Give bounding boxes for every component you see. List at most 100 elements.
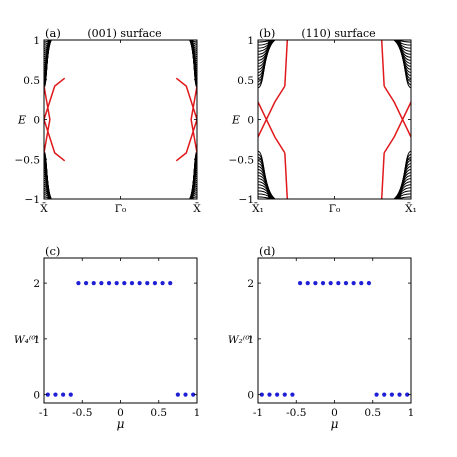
bulk-band-left-upper [44, 40, 51, 43]
bulk-band-right-lower [393, 190, 411, 199]
surface-state-right [380, 152, 385, 199]
bulk-band-right-upper [393, 40, 411, 49]
data-point [382, 392, 387, 397]
y-tick-label: 1 [33, 334, 40, 346]
bulk-band-right-lower [393, 184, 411, 199]
x-tick-label: -0.5 [286, 407, 306, 419]
y-tick-label: 0 [247, 115, 254, 127]
bulk-band-right-upper [189, 40, 197, 52]
y-tick-label: −1 [239, 194, 254, 206]
y-tick-label: 0.5 [237, 75, 254, 87]
axes-frame [257, 257, 412, 404]
data-point [183, 392, 188, 397]
data-point [106, 280, 112, 286]
panel-title: (001) surface [87, 27, 161, 40]
bulk-band-left-upper [258, 40, 276, 52]
data-point [99, 280, 104, 286]
bulk-band-right-upper [387, 36, 411, 38]
data-point [397, 392, 402, 397]
bulk-band-right-lower [395, 196, 411, 199]
panel-a: −1 −0.5 0 0.5 1 X̄ Γ̄₀ X̄ (a) (001) surface E [15, 26, 202, 215]
bulk-band-left-lower [44, 185, 52, 199]
axes-frame [43, 257, 198, 404]
surface-state-left [284, 40, 289, 87]
bulk-band-left-upper [258, 40, 274, 43]
y-tick-label: 1 [247, 35, 254, 47]
bulk-band-right-upper [393, 40, 411, 46]
panel-label: (c) [45, 244, 60, 258]
bulk-band-right-lower [190, 196, 197, 199]
bulk-band-left-upper [44, 40, 52, 47]
axes-frame [257, 39, 412, 200]
x-tick-label: 0.5 [364, 407, 381, 419]
bulk-band-left-lower [44, 192, 52, 199]
y-tick-label: −1 [25, 194, 40, 206]
data-point [282, 392, 287, 397]
y-tick-label: 1 [247, 334, 254, 346]
bulk-band-left-lower [258, 184, 276, 199]
bulk-band-right-upper [393, 40, 411, 55]
x-tick-label: Γ̄₀ [115, 203, 127, 215]
bulk-band-left-upper [258, 40, 276, 46]
data-point [275, 392, 280, 397]
x-tick-label: X̄ [40, 202, 48, 215]
data-point [160, 280, 165, 286]
data-point [137, 280, 142, 286]
y-axis-label: E [231, 114, 240, 127]
bulk-band-right-upper [189, 40, 197, 54]
bulk-band-right-upper [190, 40, 197, 43]
bulk-band-left-lower [44, 187, 52, 199]
data-point [389, 392, 394, 397]
x-tick-label: X̄₁ [405, 202, 417, 215]
data-point [114, 280, 119, 286]
x-tick-label: -0.5 [72, 407, 92, 419]
x-tick-label: -1 [253, 407, 263, 419]
data-point [351, 280, 356, 286]
y-tick-label: −0.5 [229, 154, 255, 166]
panel-c: 0 1 2 -1 -0.5 0 0.5 1 (c) W₄⁽⁰⁾ μ [14, 244, 201, 431]
panel-label: (b) [259, 26, 275, 40]
x-tick-label: X̄₁ [252, 202, 264, 215]
panel-title: (110) surface [301, 27, 375, 40]
panel-label: (d) [259, 244, 275, 258]
y-tick-label: 0 [33, 390, 40, 402]
bulk-band-left-lower [258, 193, 276, 199]
bulk-band-left-lower [44, 196, 51, 199]
panel-d: 0 1 2 -1 -0.5 0 0.5 1 (d) W₂⁽⁰⁾ μ [228, 244, 415, 431]
data-point [53, 392, 58, 397]
plot-area [258, 36, 411, 201]
x-axis-label: μ [117, 417, 125, 431]
surface-state-left [284, 152, 289, 199]
y-axis-label: W₄⁽⁰⁾ [14, 334, 39, 346]
y-tick-label: 2 [33, 278, 40, 290]
data-point [76, 280, 81, 286]
data-point [152, 280, 158, 286]
bulk-band-left-lower [258, 200, 281, 201]
bulk-band-left-upper [258, 40, 276, 55]
surface-state-right [383, 85, 411, 138]
bulk-band-left-upper [44, 40, 52, 54]
data-point [45, 392, 50, 397]
x-axis-label: μ [331, 417, 339, 431]
x-tick-label: 1 [408, 407, 415, 419]
data-point [91, 280, 96, 286]
bulk-band-right-upper [189, 40, 197, 49]
data-point [68, 392, 73, 397]
bulk-band-left-upper [258, 40, 276, 49]
data-point [122, 280, 127, 286]
y-tick-label: 0 [247, 390, 254, 402]
data-point [61, 392, 66, 397]
y-axis-label: E [17, 114, 26, 127]
bulk-band-right-lower [189, 190, 197, 199]
surface-state-right [190, 85, 197, 154]
data-point [374, 392, 379, 397]
data-point [145, 280, 150, 286]
bulk-band-right-lower [189, 192, 197, 199]
bulk-band-left-lower [258, 190, 276, 199]
data-point [267, 392, 272, 397]
x-tick-label: 1 [194, 407, 201, 419]
y-tick-label: 1 [33, 35, 40, 47]
data-point [343, 280, 349, 286]
bulk-band-left-lower [44, 194, 52, 199]
y-tick-label: 0.5 [23, 75, 40, 87]
